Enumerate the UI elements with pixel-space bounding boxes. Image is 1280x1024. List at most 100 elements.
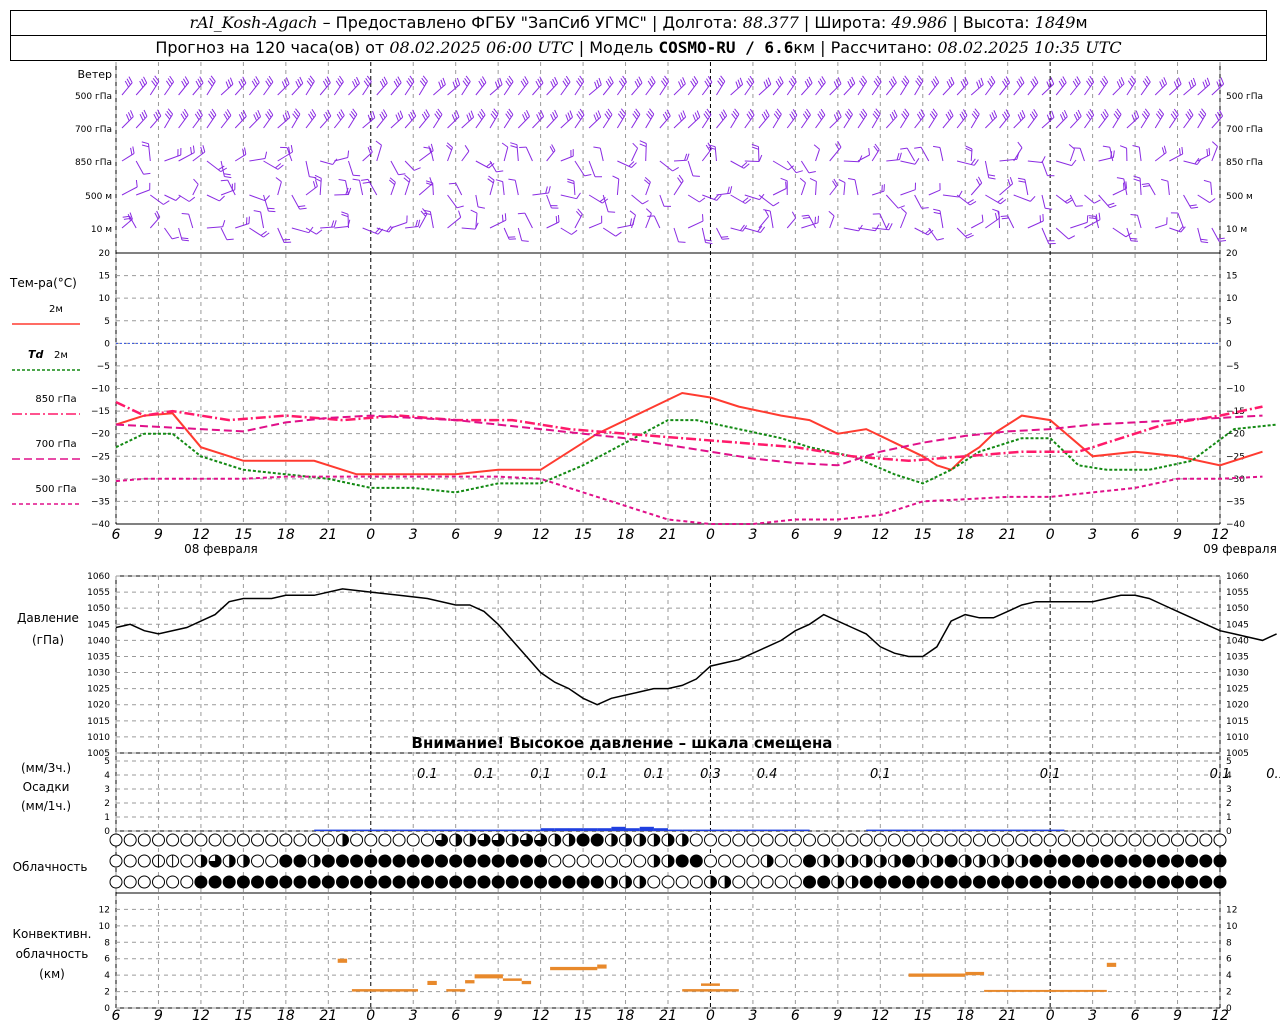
wind-barb-flag xyxy=(181,239,189,242)
wind-barb-flag xyxy=(465,75,471,82)
wind-barb xyxy=(1210,182,1213,196)
cloud-half xyxy=(979,855,986,867)
wind-barb xyxy=(1138,147,1142,162)
cloud-circle xyxy=(1114,854,1128,868)
wind-barb-flag xyxy=(194,113,200,121)
wind-barb-flag xyxy=(555,216,558,224)
cloud-symbol xyxy=(1128,833,1142,847)
wind-barb-flag xyxy=(577,111,583,118)
wind-barb-flag xyxy=(397,112,402,120)
wind-barb-flag xyxy=(835,112,840,120)
wind-barb-flag xyxy=(451,114,456,122)
wind-barb-flag xyxy=(971,113,977,120)
cloud-symbol xyxy=(1057,854,1071,868)
cloud-circle xyxy=(449,854,463,868)
wind-barb-flag xyxy=(423,209,431,213)
wind-barb-flag xyxy=(1130,238,1138,240)
wind-barb-flag xyxy=(991,112,996,119)
cloud-circle xyxy=(888,875,901,889)
wind-barb-flag xyxy=(242,76,247,84)
cloud-circle xyxy=(1171,875,1184,889)
temp-axis-label: Тем-ра(°C) xyxy=(9,276,77,290)
pressure-tick-label: 1020 xyxy=(87,701,110,711)
wind-barb-flag xyxy=(717,80,723,87)
wind-barb-flag xyxy=(340,109,345,116)
wind-barb-flag xyxy=(918,75,924,82)
cloud-symbol xyxy=(463,875,477,889)
wind-barb-flag xyxy=(721,236,729,238)
precip-bar xyxy=(639,826,654,831)
wind-level-label-right: 850 гПа xyxy=(1226,158,1263,168)
wind-barb-flag xyxy=(223,113,228,121)
sep-3: | xyxy=(947,13,963,32)
wind-barb-flag xyxy=(565,75,571,83)
cloud-circle xyxy=(562,875,576,889)
cloud-circle xyxy=(477,875,491,889)
cloud-half xyxy=(1021,855,1028,867)
wind-barb-flag xyxy=(1095,214,1098,222)
cloud-circle xyxy=(208,875,222,889)
cloud-circle xyxy=(123,854,137,868)
convective-segment xyxy=(1106,962,1117,967)
wind-barb-flag xyxy=(265,80,270,87)
wind-barb-flag xyxy=(548,186,551,194)
wind-barb-flag xyxy=(706,78,711,85)
wind-barb-flag xyxy=(1018,180,1026,183)
temp-series-t700 xyxy=(115,414,1263,467)
wind-barb-flag xyxy=(994,212,998,221)
precip-bar xyxy=(611,826,626,831)
wind-barb-flag xyxy=(1113,113,1119,120)
wind-barb-flag xyxy=(791,211,797,219)
wind-barb-flag xyxy=(139,80,144,88)
cloud-half xyxy=(894,855,901,867)
wind-barb-flag xyxy=(875,108,881,115)
cloud-circle xyxy=(958,833,972,847)
temp-tick-label-right: −20 xyxy=(1226,430,1245,440)
wind-barb-flag xyxy=(862,75,868,82)
cloud-circle xyxy=(152,875,165,889)
wind-barb-flag xyxy=(699,197,706,203)
time-tick-label: 15 xyxy=(574,527,592,543)
precip-bar xyxy=(1007,829,1022,831)
cloud-symbol xyxy=(746,875,760,889)
wind-barb-flag xyxy=(1118,79,1123,86)
cloud-symbol xyxy=(803,875,816,889)
cloud-symbol xyxy=(364,875,378,889)
wind-barb-flag xyxy=(961,111,966,118)
wind-level-label: 500 гПа xyxy=(75,92,112,102)
time-tick-label: 21 xyxy=(319,527,337,543)
wind-barb-flag xyxy=(741,162,748,168)
cloud-symbol xyxy=(930,854,944,868)
cloud-half xyxy=(837,855,844,867)
wind-barb-flag xyxy=(1102,111,1107,118)
pressure-tick-label-right: 1025 xyxy=(1226,685,1249,695)
cloud-circle xyxy=(321,854,335,868)
wind-barb-flag xyxy=(220,167,228,173)
cloud-circle xyxy=(675,854,689,868)
wind-barb-flag xyxy=(775,80,781,88)
conv-axis-label: Конвективн. xyxy=(13,927,92,941)
conv-tick-label-right: 12 xyxy=(1226,905,1237,915)
cloud-circle xyxy=(1213,854,1227,868)
wind-barb-flag xyxy=(1132,145,1140,148)
cloud-symbol xyxy=(307,833,321,847)
cloud-circle xyxy=(633,854,647,868)
wind-barb-flag xyxy=(423,146,431,149)
cloud-circle xyxy=(902,854,916,868)
cloud-circle xyxy=(958,875,972,889)
cloud-symbol xyxy=(902,833,916,847)
wind-barb-flag xyxy=(508,108,514,115)
wind-barb-flag xyxy=(413,167,421,171)
wind-barb xyxy=(772,188,787,196)
cloud-symbol xyxy=(152,833,165,847)
pressure-tick-label-right: 1055 xyxy=(1226,588,1249,598)
pressure-warning: Внимание! Высокое давление – шкала смеще… xyxy=(412,734,833,752)
cloud-circle xyxy=(420,854,434,868)
wind-barb-flag xyxy=(844,113,850,120)
wind-barb-flag xyxy=(552,78,557,86)
wind-barb-flag xyxy=(1075,111,1080,119)
time-tick-label: 3 xyxy=(409,1008,418,1024)
wind-barb-flag xyxy=(253,114,258,121)
station-name: rAl_Kosh-Agach xyxy=(189,13,318,32)
wind-barb-flag xyxy=(874,143,880,150)
